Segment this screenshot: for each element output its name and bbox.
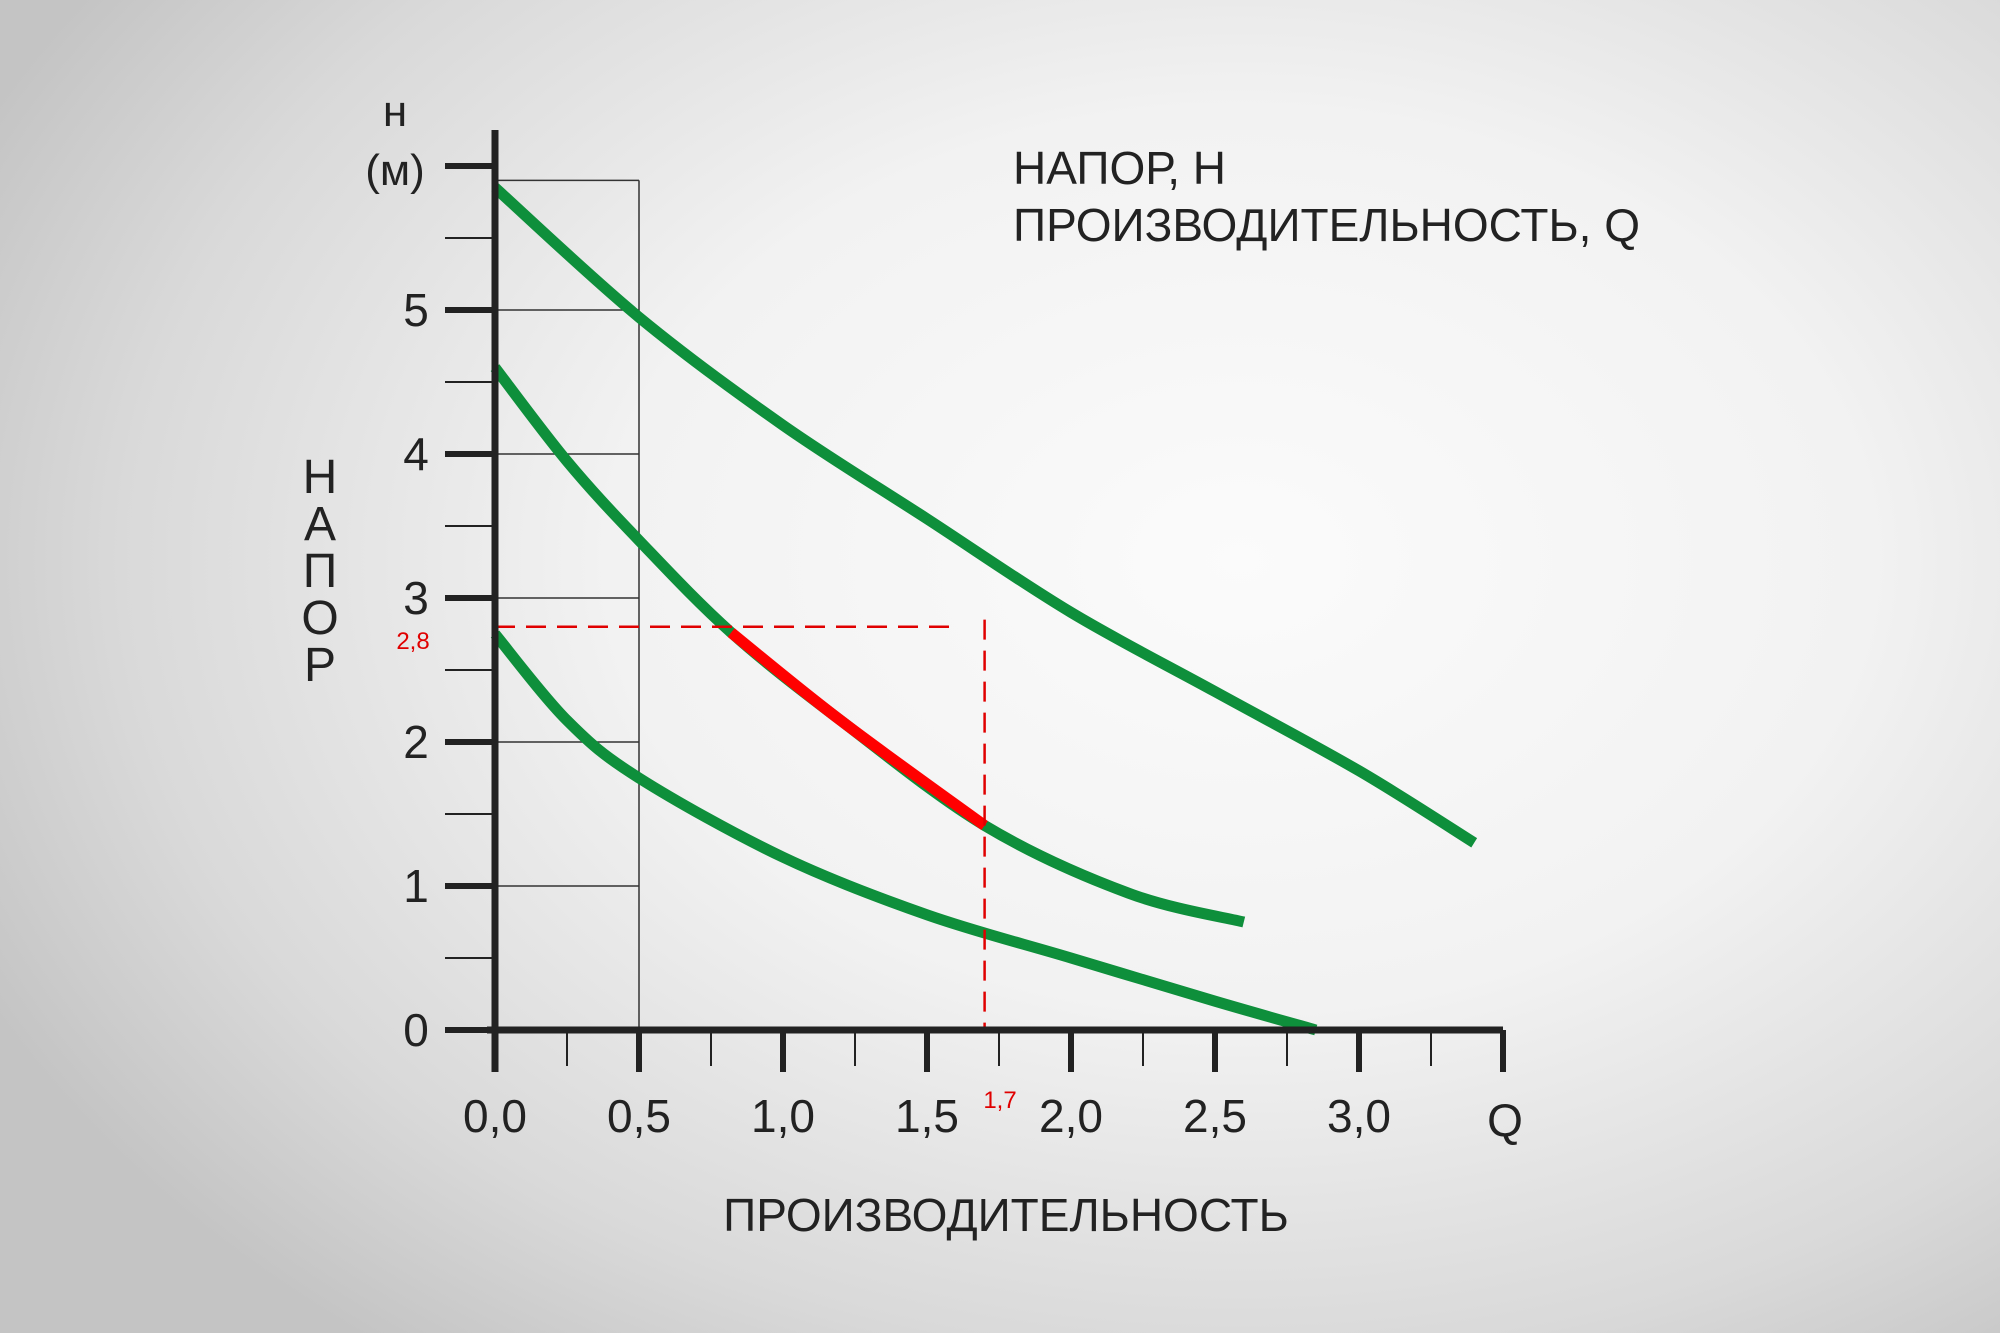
y-tick-label: 3: [403, 572, 429, 624]
y-tick-labels: 0 1 2 3 4 5: [403, 284, 429, 1056]
y-unit: (м): [365, 146, 425, 195]
x-unit: Q: [1487, 1094, 1523, 1146]
y-axis-label-letter: П: [303, 545, 338, 598]
axes: [445, 130, 1506, 1072]
x-tick-labels: 0,0 0,5 1,0 1,5 2,0 2,5 3,0: [463, 1090, 1391, 1142]
y-tick-label: 5: [403, 284, 429, 336]
x-tick-label: 2,0: [1039, 1090, 1103, 1142]
x-tick-label: 0,0: [463, 1090, 527, 1142]
x-tick-label: 0,5: [607, 1090, 671, 1142]
x-tick-label: 1,5: [895, 1090, 959, 1142]
pump-curve-1: [491, 183, 1478, 848]
x-tick-label: 3,0: [1327, 1090, 1391, 1142]
y-tick-label: 2: [403, 716, 429, 768]
x-tick-label: 2,5: [1183, 1090, 1247, 1142]
x-tick-label: 1,0: [751, 1090, 815, 1142]
curves: [490, 183, 1478, 1036]
y-tick-label: 4: [403, 428, 429, 480]
grid: [495, 179, 640, 1030]
y-axis-label-letter: Н: [303, 451, 338, 504]
y-unit-symbol: н: [383, 87, 407, 136]
marker-x-label: 1,7: [983, 1087, 1016, 1114]
guide-lines: [495, 619, 986, 1030]
y-axis-label-letter: Р: [304, 639, 336, 692]
y-tick-label: 1: [403, 860, 429, 912]
y-axis-label: НАПОР: [301, 451, 338, 692]
chart-title-line-1: НАПОР, Н: [1013, 142, 1226, 194]
y-axis-label-letter: А: [304, 498, 336, 551]
y-axis-label-letter: О: [301, 592, 338, 645]
chart-title-line-2: ПРОИЗВОДИТЕЛЬНОСТЬ, Q: [1013, 199, 1640, 251]
pump-curve-3: [490, 630, 1318, 1036]
y-tick-label: 0: [403, 1004, 429, 1056]
operating-range-highlight: [727, 628, 988, 830]
marker-y-label: 2,8: [396, 628, 429, 655]
x-axis-label: ПРОИЗВОДИТЕЛЬНОСТЬ: [723, 1189, 1289, 1241]
